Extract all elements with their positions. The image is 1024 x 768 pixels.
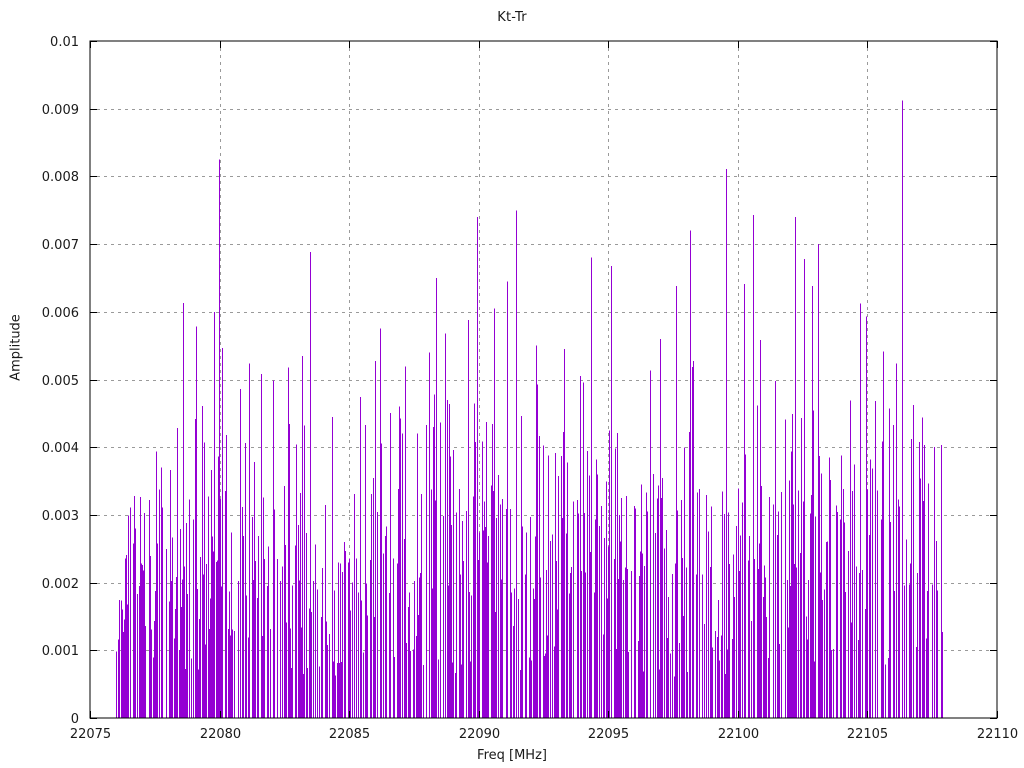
x-axis-tick-labels: 22075 22080 22085 22090 22095 22100 22105 22110 [70, 727, 1018, 742]
y-tick-label: 0.002 [42, 577, 79, 592]
plot-border [89, 40, 998, 719]
x-tick-label: 22110 [977, 727, 1018, 742]
y-tick-label: 0.01 [50, 35, 79, 50]
gridlines [90, 41, 997, 718]
y-axis-tick-labels: 0 0.001 0.002 0.003 0.004 0.005 0.006 0.007 0.00… [42, 35, 79, 727]
x-tick-label: 22105 [847, 727, 888, 742]
y-tick-label: 0.001 [42, 644, 79, 659]
y-tick-label: 0.008 [42, 170, 79, 185]
chart-title: Kt-Tr [497, 10, 527, 25]
x-tick-label: 22095 [588, 727, 629, 742]
x-axis-label: Freq [MHz] [477, 748, 547, 763]
x-tick-label: 22075 [70, 727, 111, 742]
y-tick-label: 0 [71, 712, 79, 727]
y-tick-label: 0.006 [42, 306, 79, 321]
x-tick-label: 22080 [200, 727, 241, 742]
y-tick-label: 0.009 [42, 103, 79, 118]
x-tick-label: 22100 [718, 727, 759, 742]
y-tick-label: 0.003 [42, 509, 79, 524]
y-tick-label: 0.005 [42, 374, 79, 389]
y-tick-label: 0.004 [42, 441, 79, 456]
x-tick-label: 22085 [329, 727, 370, 742]
x-tick-label: 22090 [459, 727, 500, 742]
y-tick-label: 0.007 [42, 238, 79, 253]
data-series-spikes [115, 100, 944, 718]
